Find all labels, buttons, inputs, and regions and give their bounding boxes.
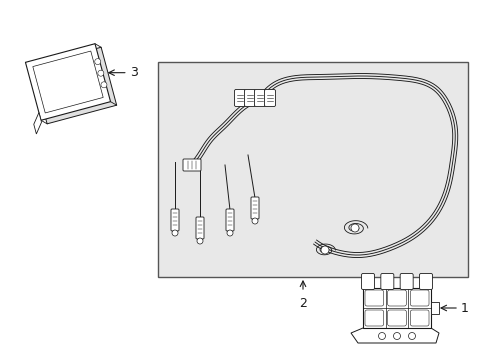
FancyBboxPatch shape: [225, 209, 234, 231]
Circle shape: [226, 230, 232, 236]
Circle shape: [320, 246, 328, 254]
FancyBboxPatch shape: [254, 90, 265, 107]
Text: 3: 3: [129, 66, 137, 79]
Circle shape: [251, 218, 258, 224]
FancyBboxPatch shape: [419, 274, 431, 289]
FancyBboxPatch shape: [380, 274, 393, 289]
FancyBboxPatch shape: [250, 197, 259, 219]
Polygon shape: [34, 113, 41, 134]
Circle shape: [393, 333, 400, 339]
Circle shape: [101, 82, 107, 88]
FancyBboxPatch shape: [183, 159, 201, 171]
Circle shape: [98, 70, 103, 76]
FancyBboxPatch shape: [196, 217, 203, 239]
Bar: [430, 302, 438, 314]
Circle shape: [172, 230, 178, 236]
FancyBboxPatch shape: [171, 209, 179, 231]
Bar: [362, 288, 430, 328]
Circle shape: [350, 224, 358, 232]
Circle shape: [95, 59, 101, 64]
Polygon shape: [25, 44, 110, 120]
Circle shape: [407, 333, 415, 339]
FancyBboxPatch shape: [244, 90, 255, 107]
Polygon shape: [350, 328, 438, 343]
Circle shape: [197, 238, 203, 244]
Circle shape: [378, 333, 385, 339]
Text: 1: 1: [460, 302, 468, 315]
Polygon shape: [32, 47, 117, 124]
FancyBboxPatch shape: [264, 90, 275, 107]
Bar: [158, 62, 467, 277]
Text: 2: 2: [299, 297, 306, 310]
FancyBboxPatch shape: [361, 274, 374, 289]
FancyBboxPatch shape: [234, 90, 245, 107]
FancyBboxPatch shape: [399, 274, 412, 289]
